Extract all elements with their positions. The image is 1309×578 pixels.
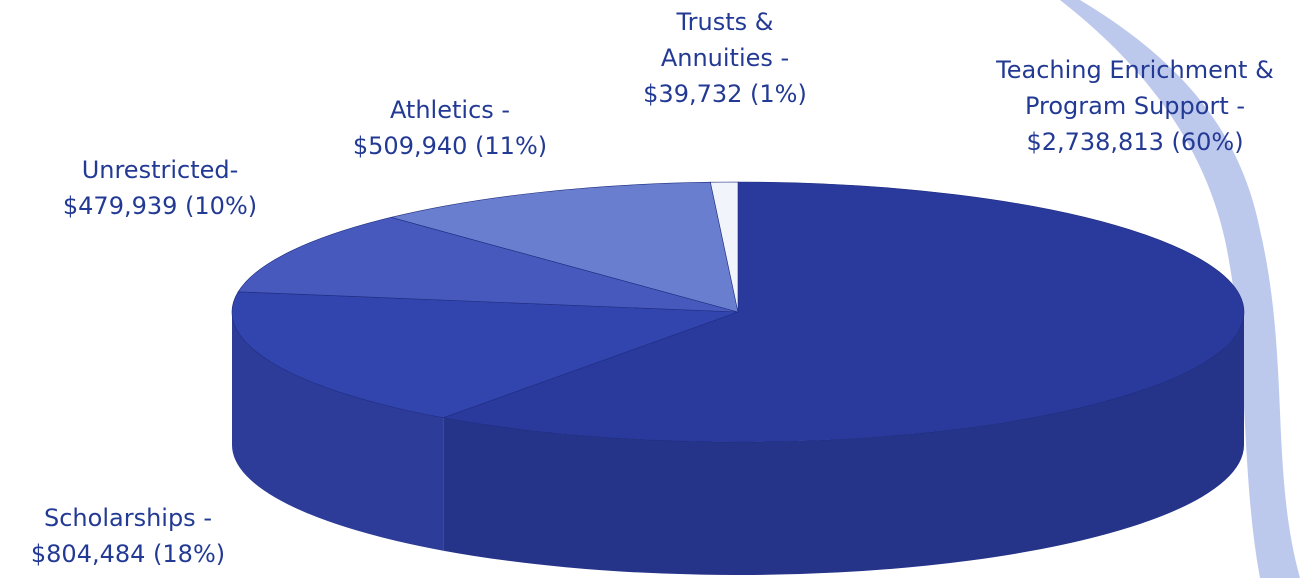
slice [231, 291, 739, 418]
label: Scholarships - $804,484 (18%) [0, 500, 256, 572]
value-label: $804,484 (18%) [30, 540, 226, 568]
category-label: Unrestricted- [81, 156, 239, 184]
label: Unrestricted- $479,939 (10%) [20, 152, 300, 224]
slice [391, 181, 739, 313]
value-label: $479,939 (10%) [62, 192, 258, 220]
value-label: $509,940 (11%) [352, 132, 548, 160]
slice-side [443, 312, 1244, 575]
category-label: Trusts & Annuities - [660, 8, 790, 72]
value-label: $2,738,813 (60%) [1026, 128, 1244, 156]
slice [442, 181, 1245, 443]
value-label: $39,732 (1%) [643, 80, 807, 108]
slice-side [231, 312, 444, 551]
label: Teaching Enrichment & Program Support - $… [985, 52, 1285, 160]
category-label: Athletics - [389, 96, 511, 124]
slice [710, 181, 739, 313]
pie [231, 181, 1245, 575]
slice [237, 217, 739, 313]
label: Trusts & Annuities - $39,732 (1%) [625, 4, 825, 112]
category-label: Teaching Enrichment & Program Support - [996, 56, 1274, 120]
category-label: Scholarships - [44, 504, 212, 532]
pie-tops [231, 181, 1245, 443]
pie-sides [231, 312, 1244, 575]
label: Athletics - $509,940 (11%) [310, 92, 590, 164]
decorative-swoosh [1060, 0, 1300, 578]
